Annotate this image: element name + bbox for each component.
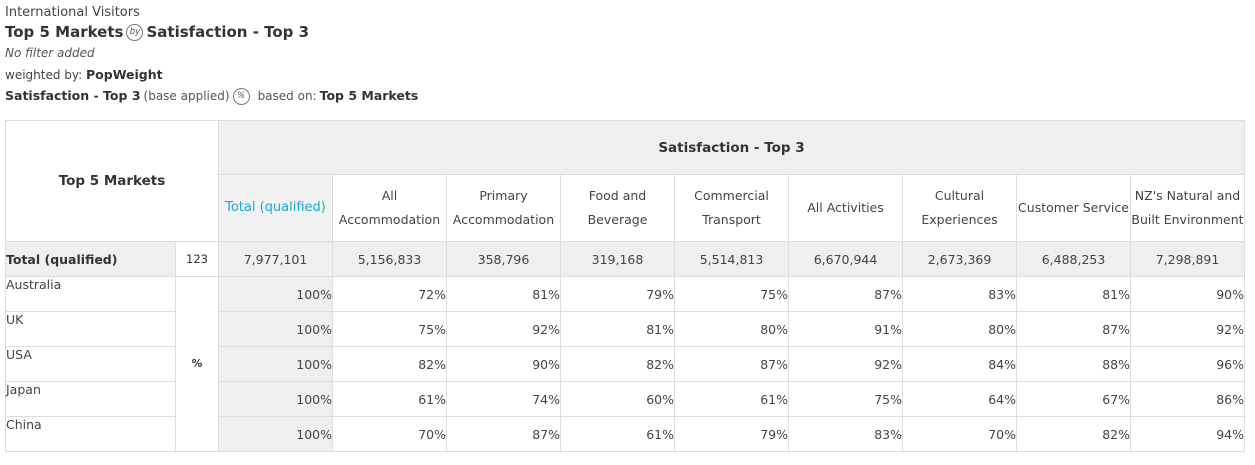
total-cell: 358,796: [446, 241, 561, 277]
column-header[interactable]: All Accommodation: [332, 174, 447, 242]
column-variable-header[interactable]: Satisfaction - Top 3: [218, 120, 1245, 175]
table-cell: 74%: [446, 381, 561, 417]
table-cell: 80%: [902, 311, 1017, 347]
dataset-name: International Visitors: [5, 5, 140, 20]
table-cell: 80%: [674, 311, 789, 347]
column-header-total[interactable]: Total (qualified): [218, 174, 333, 242]
row-variable[interactable]: Top 5 Markets: [5, 23, 124, 41]
row-label[interactable]: Australia: [5, 276, 176, 312]
table-cell: 70%: [902, 416, 1017, 452]
base-line: Satisfaction - Top 3 (base applied) % ba…: [5, 85, 418, 107]
table-row: UK 100% 75% 92% 81% 80% 91% 80% 87% 92%: [5, 311, 1245, 347]
table-cell: 75%: [788, 381, 903, 417]
percent-marker: %: [175, 276, 219, 452]
table-cell: 61%: [332, 381, 447, 417]
table-cell: 72%: [332, 276, 447, 312]
column-header[interactable]: NZ's Natural and Built Environment: [1130, 174, 1245, 242]
table-cell: 92%: [1130, 311, 1245, 347]
table-cell: 79%: [674, 416, 789, 452]
column-header[interactable]: Primary Accommodation: [446, 174, 561, 242]
table-cell: 84%: [902, 346, 1017, 382]
base-variable[interactable]: Satisfaction - Top 3: [5, 88, 141, 103]
table-cell: 96%: [1130, 346, 1245, 382]
percent-icon: %: [232, 87, 250, 105]
table-cell: 61%: [560, 416, 675, 452]
row-variable-header[interactable]: Top 5 Markets: [5, 120, 219, 242]
report-header: International Visitors Top 5 Markets by …: [5, 4, 418, 107]
table-cell: 82%: [1016, 416, 1131, 452]
table-cell: 100%: [218, 311, 333, 347]
total-row-label[interactable]: Total (qualified): [5, 241, 176, 277]
total-cell: 6,670,944: [788, 241, 903, 277]
column-header[interactable]: Customer Service: [1016, 174, 1131, 242]
table-cell: 92%: [788, 346, 903, 382]
table-cell: 94%: [1130, 416, 1245, 452]
table-row: China 100% 70% 87% 61% 79% 83% 70% 82% 9…: [5, 416, 1245, 452]
column-variable[interactable]: Satisfaction - Top 3: [146, 23, 310, 41]
table-cell: 100%: [218, 276, 333, 312]
table-cell: 81%: [560, 311, 675, 347]
table-row: Australia % 100% 72% 81% 79% 75% 87% 83%…: [5, 276, 1245, 452]
weighted-by-label: weighted by:: [5, 68, 83, 82]
total-row: Total (qualified) 123 7,977,101 5,156,83…: [5, 241, 1245, 277]
table-cell: 83%: [902, 276, 1017, 312]
table-cell: 100%: [218, 381, 333, 417]
weight-variable[interactable]: PopWeight: [86, 67, 163, 82]
weight-line: weighted by: PopWeight: [5, 64, 418, 85]
table-cell: 81%: [1016, 276, 1131, 312]
table-cell: 90%: [1130, 276, 1245, 312]
table-cell: 91%: [788, 311, 903, 347]
based-on-label: based on:: [257, 89, 317, 103]
row-label[interactable]: China: [5, 416, 176, 452]
filter-status: No filter added: [5, 46, 95, 60]
total-cell: 319,168: [560, 241, 675, 277]
table-cell: 86%: [1130, 381, 1245, 417]
table-cell: 70%: [332, 416, 447, 452]
column-header[interactable]: Commercial Transport: [674, 174, 789, 242]
total-cell: 7,977,101: [218, 241, 333, 277]
table-cell: 82%: [332, 346, 447, 382]
crosstab-table: Top 5 Markets Satisfaction - Top 3 Total…: [5, 120, 1245, 452]
column-header[interactable]: Cultural Experiences: [902, 174, 1017, 242]
row-label[interactable]: Japan: [5, 381, 176, 417]
total-cell: 2,673,369: [902, 241, 1017, 277]
table-cell: 87%: [446, 416, 561, 452]
table-cell: 88%: [1016, 346, 1131, 382]
table-cell: 60%: [560, 381, 675, 417]
table-cell: 75%: [332, 311, 447, 347]
table-cell: 81%: [446, 276, 561, 312]
row-label[interactable]: UK: [5, 311, 176, 347]
table-cell: 61%: [674, 381, 789, 417]
base-note: (base applied): [143, 89, 230, 103]
table-cell: 90%: [446, 346, 561, 382]
table-cell: 75%: [674, 276, 789, 312]
total-cell: 5,156,833: [332, 241, 447, 277]
table-cell: 100%: [218, 346, 333, 382]
total-cell: 6,488,253: [1016, 241, 1131, 277]
table-cell: 87%: [788, 276, 903, 312]
table-cell: 87%: [1016, 311, 1131, 347]
column-header[interactable]: Food and Beverage: [560, 174, 675, 242]
table-cell: 67%: [1016, 381, 1131, 417]
based-on-variable[interactable]: Top 5 Markets: [319, 88, 419, 103]
table-cell: 92%: [446, 311, 561, 347]
table-cell: 82%: [560, 346, 675, 382]
total-cell: 5,514,813: [674, 241, 789, 277]
table-cell: 100%: [218, 416, 333, 452]
table-cell: 83%: [788, 416, 903, 452]
base-count: 123: [175, 241, 219, 277]
row-label[interactable]: USA: [5, 346, 176, 382]
table-title: Top 5 Markets by Satisfaction - Top 3: [5, 21, 418, 43]
total-cell: 7,298,891: [1130, 241, 1245, 277]
table-cell: 87%: [674, 346, 789, 382]
table-row: USA 100% 82% 90% 82% 87% 92% 84% 88% 96%: [5, 346, 1245, 382]
table-cell: 79%: [560, 276, 675, 312]
column-header[interactable]: All Activities: [788, 174, 903, 242]
table-cell: 64%: [902, 381, 1017, 417]
by-icon: by: [126, 23, 144, 41]
